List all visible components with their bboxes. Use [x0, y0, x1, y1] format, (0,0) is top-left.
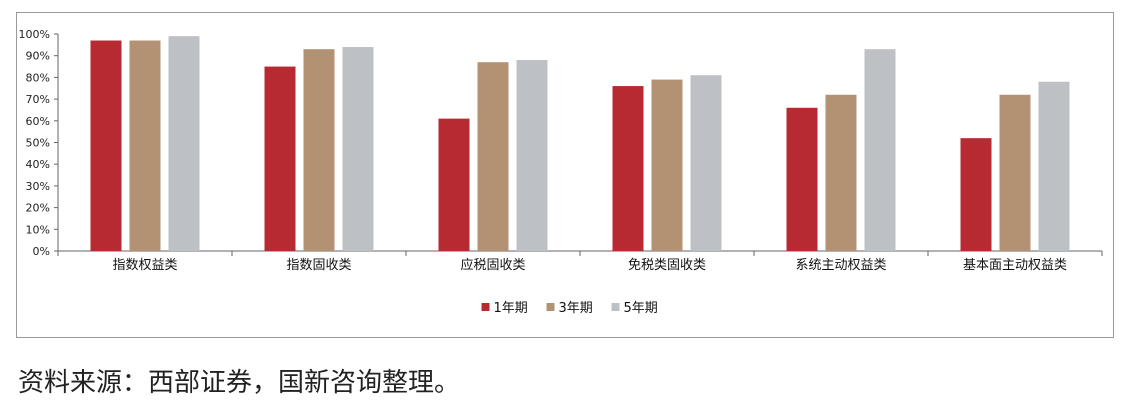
- bar-chart: 0%10%20%30%40%50%60%70%80%90%100% 指数权益类指…: [19, 28, 1103, 316]
- bar: [999, 94, 1031, 251]
- source-note: 资料来源：西部证券，国新咨询整理。: [18, 368, 461, 398]
- y-tick-label: 70%: [26, 93, 50, 106]
- legend-swatch: [611, 303, 620, 311]
- bar: [90, 40, 122, 251]
- category-label: 基本面主动权益类: [963, 257, 1067, 273]
- bar: [825, 94, 857, 251]
- y-tick-label: 80%: [26, 71, 50, 84]
- category-label: 指数权益类: [112, 257, 177, 273]
- bar: [438, 118, 470, 251]
- y-tick-label: 40%: [26, 158, 50, 171]
- y-tick-label: 50%: [26, 137, 50, 150]
- bar: [264, 66, 296, 251]
- bar: [960, 138, 992, 251]
- bar: [477, 62, 509, 252]
- y-tick-label: 60%: [26, 115, 50, 128]
- category-label: 应税固收类: [460, 257, 525, 273]
- bar: [690, 75, 722, 251]
- bar: [651, 79, 683, 251]
- bar: [516, 60, 548, 251]
- bar: [129, 40, 161, 251]
- y-tick-label: 90%: [26, 50, 50, 63]
- y-tick-label: 100%: [19, 28, 50, 41]
- bars: [90, 36, 1070, 252]
- y-axis: 0% 10% 20% 30% 40% 50% 60% 70% 80% 90% 100%: [19, 28, 59, 258]
- category-label: 系统主动权益类: [795, 257, 886, 273]
- legend: 1年期 3年期 5年期: [481, 301, 658, 316]
- y-tick-label: 30%: [26, 180, 50, 193]
- bar: [168, 36, 200, 251]
- legend-label: 3年期: [559, 301, 593, 316]
- category-label: 免税类固收类: [628, 258, 706, 273]
- x-axis: 指数权益类 指数固收类 应税固收类 免税类固收类 系统主动权益类 基本面主动权益类: [57, 250, 1103, 273]
- bar: [864, 49, 896, 251]
- y-tick-label: 0%: [33, 245, 50, 258]
- legend-swatch: [481, 303, 490, 311]
- bar: [303, 49, 335, 251]
- y-tick-label: 10%: [26, 223, 50, 236]
- legend-label: 1年期: [494, 301, 528, 316]
- bar: [612, 86, 644, 251]
- bar: [342, 47, 374, 251]
- category-label: 指数固收类: [286, 258, 351, 273]
- legend-label: 5年期: [624, 301, 658, 316]
- chart-frame: 0% 10% 20% 30% 40% 50% 60% 70% 80% 90% 100% 指数权益类指…: [16, 12, 1114, 338]
- legend-swatch: [546, 303, 555, 311]
- y-tick-label: 20%: [26, 202, 50, 215]
- bar: [786, 107, 818, 251]
- bar: [1038, 81, 1070, 252]
